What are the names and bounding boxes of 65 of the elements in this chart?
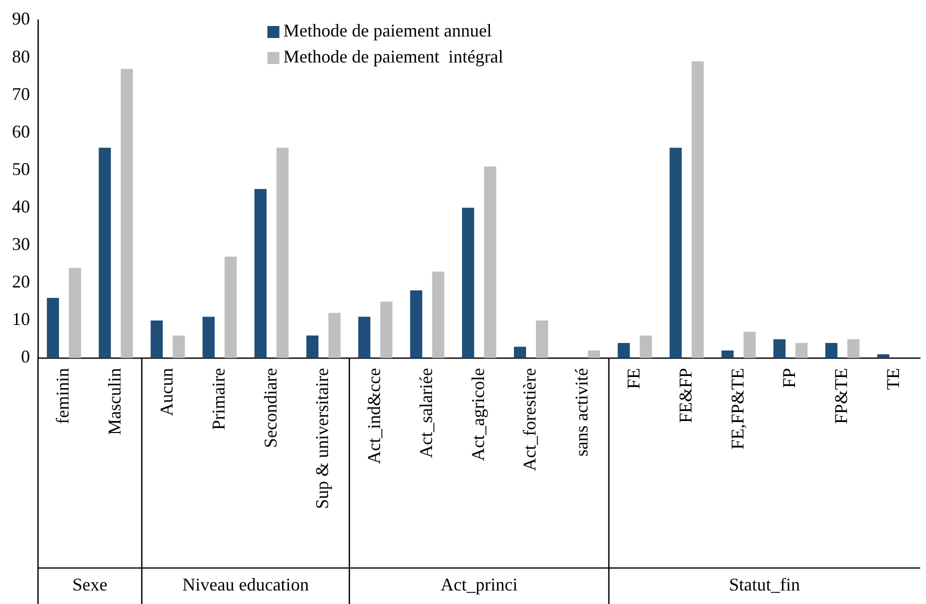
bar (618, 342, 630, 358)
text: Sexe (72, 574, 108, 595)
y-tick-label: 0 (21, 346, 30, 367)
bar (380, 302, 392, 358)
y-tick-label: 90 (12, 8, 30, 29)
legend-label: Methode de paiement intégral (283, 46, 504, 67)
bar (172, 335, 185, 358)
bar (46, 298, 59, 358)
bar (825, 342, 838, 358)
y-tick-label: 80 (12, 46, 30, 66)
bar (150, 320, 163, 358)
y-tick-label: 70 (12, 84, 30, 104)
x-tick-label: Sup & universitaire (312, 368, 332, 509)
bar (410, 290, 422, 358)
bar (722, 350, 734, 358)
text: Act_princi (440, 574, 518, 595)
text: Statut_fin (729, 574, 800, 595)
x-tick-label: Secondiare (260, 368, 280, 448)
legend-label: Methode de paiement annuel (283, 20, 492, 41)
bar (306, 335, 318, 358)
x-tick-label: feminin (52, 368, 73, 424)
y-tick-label: 20 (12, 272, 30, 292)
x-tick-label: FP&TE (831, 368, 852, 424)
bar (847, 339, 860, 358)
x-tick-label: Act_forestière (520, 368, 540, 471)
x-tick-label: Act_ind&cce (364, 368, 384, 464)
bar (224, 256, 237, 358)
bar (536, 320, 548, 358)
bar (514, 346, 526, 358)
x-tick-label: FE (624, 368, 644, 390)
bar (640, 335, 652, 358)
x-tick-label: FE,FP&TE (727, 368, 748, 450)
bar (588, 350, 600, 358)
bar (358, 316, 370, 358)
y-tick-label: 10 (12, 309, 30, 330)
bar (484, 166, 496, 358)
x-tick-label: Masculin (104, 368, 125, 435)
bar (773, 339, 786, 358)
y-tick-label: 60 (12, 121, 30, 142)
bar (432, 272, 444, 358)
x-tick-label: TE (883, 368, 904, 390)
bar (877, 354, 890, 358)
y-tick-label: 50 (12, 158, 30, 179)
x-tick-label: Act_salariée (416, 368, 436, 458)
x-tick-label: sans activité (572, 368, 592, 456)
bar (692, 61, 704, 358)
x-tick-label: Primaire (208, 368, 228, 430)
bar (328, 312, 341, 358)
x-tick-label: FP (779, 368, 800, 388)
bar (254, 189, 267, 358)
bar (98, 148, 111, 358)
bar (744, 332, 756, 358)
bar (68, 268, 82, 358)
x-tick-label: Aucun (156, 368, 176, 416)
bar (670, 148, 682, 358)
text: Niveau education (182, 574, 309, 595)
y-tick-label: 40 (12, 196, 30, 217)
y-tick-label: 30 (12, 234, 30, 254)
bar (462, 208, 474, 358)
bar (120, 68, 133, 358)
bar (276, 148, 289, 358)
x-tick-label: Act_agricole (468, 368, 488, 461)
bar (795, 342, 808, 358)
bar (202, 316, 215, 358)
x-tick-label: FE&FP (675, 368, 696, 424)
